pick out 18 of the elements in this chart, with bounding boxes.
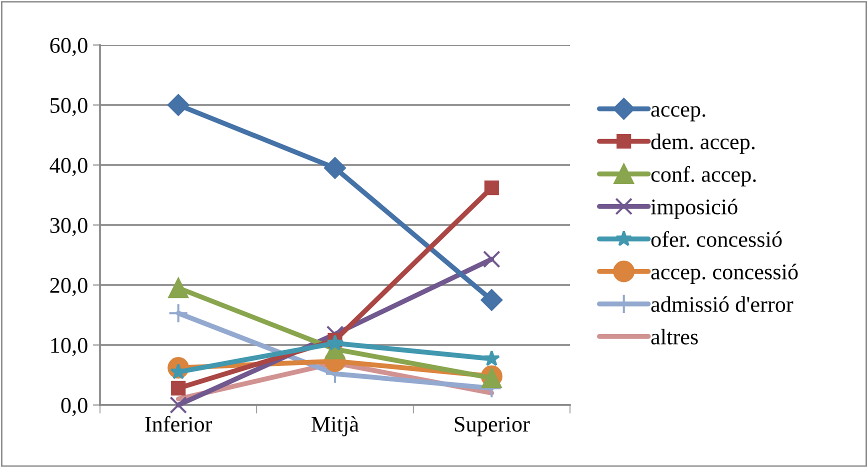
legend-label: imposició [650, 198, 738, 219]
legend-label: accep. [651, 106, 706, 122]
legend-label: ofer. concessió [651, 231, 782, 248]
x-tick-label: Inferior [145, 416, 212, 432]
y-tick-label: 60,0 [50, 38, 88, 56]
y-tick-label: 20,0 [50, 278, 88, 296]
y-tick-label: 50,0 [50, 98, 88, 116]
y-tick-label: 30,0 [50, 218, 88, 236]
legend-label: admissió d'error [651, 296, 794, 312]
legend-label: dem. accep. [651, 134, 755, 154]
y-tick-label: 0,0 [61, 398, 88, 416]
y-tick-label: 10,0 [51, 338, 88, 356]
x-tick-label: Superior [454, 416, 530, 436]
y-tick-label: 40,0 [50, 158, 88, 176]
legend-label: conf. accep. [651, 166, 756, 186]
legend-label: accep. concessió [651, 264, 798, 284]
legend-label: altres [651, 328, 698, 344]
x-tick-label: Mitjà [312, 416, 359, 436]
